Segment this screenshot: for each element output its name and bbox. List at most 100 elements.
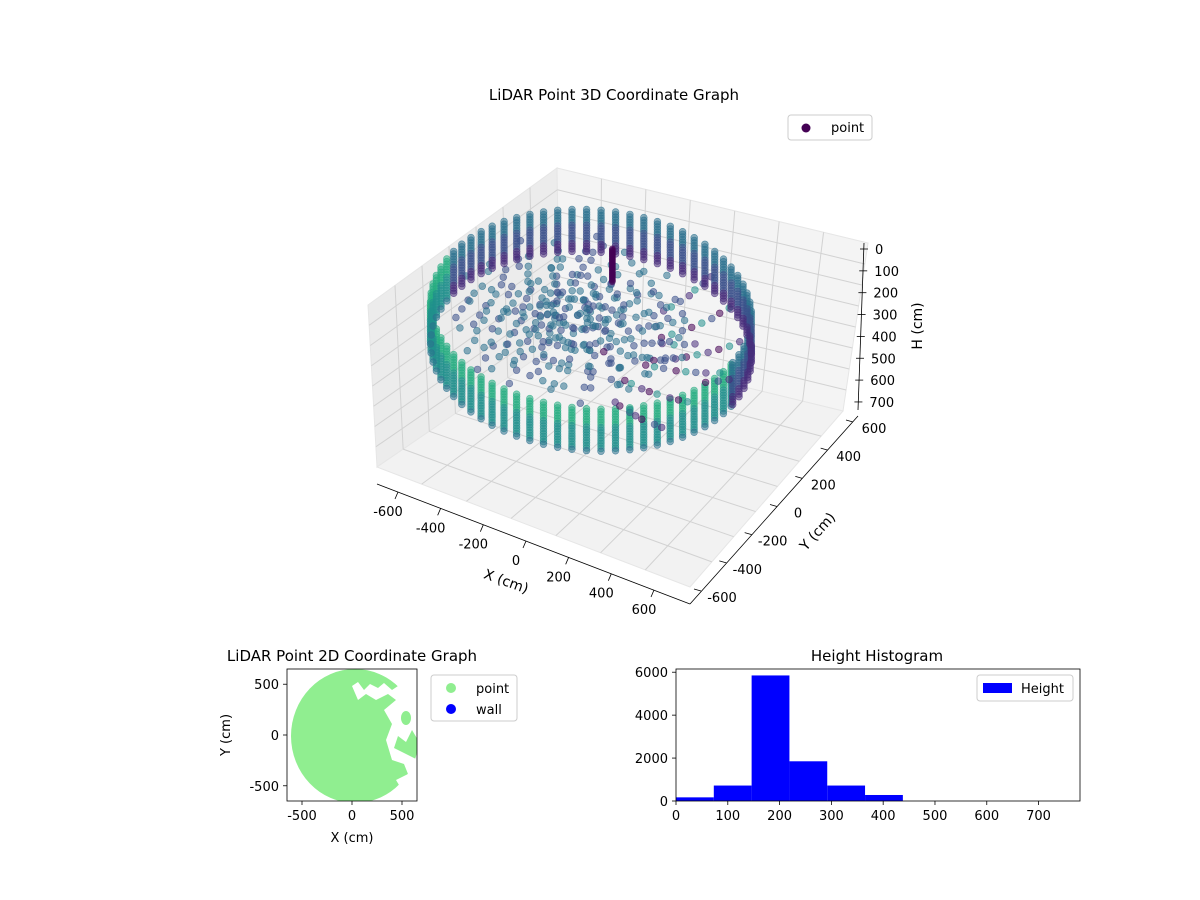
point-3d: [632, 313, 640, 321]
point-3d: [744, 376, 752, 384]
x-tick-label-hist: 600: [974, 809, 999, 824]
point-3d: [470, 320, 478, 328]
point-3d: [596, 337, 605, 345]
point-3d: [576, 399, 584, 407]
point-3d: [555, 313, 564, 322]
point-3d: [727, 305, 735, 313]
point-3d: [653, 259, 662, 268]
point-3d: [615, 363, 624, 372]
point-3d: [619, 319, 627, 328]
point-3d: [463, 347, 471, 355]
point-3d: [532, 357, 540, 366]
y-tick-3d: [769, 504, 778, 507]
point-3d: [478, 282, 486, 290]
point-3d: [429, 322, 437, 330]
z-tick-label-3d: 400: [872, 330, 897, 345]
point-3d: [516, 347, 524, 356]
point-3d: [549, 308, 558, 316]
x-tick-label-hist: 500: [923, 809, 948, 824]
point-3d: [582, 247, 591, 256]
point-3d: [628, 259, 636, 267]
point-3d: [735, 393, 743, 401]
x-tick-label-2d: 500: [390, 809, 415, 824]
point-3d: [672, 367, 680, 375]
point-3d: [586, 384, 595, 392]
point-3d: [613, 290, 621, 298]
axes-frame-hist: [675, 668, 1081, 802]
point-3d: [616, 380, 624, 388]
point-3d: [553, 288, 561, 296]
point-3d: [587, 281, 595, 289]
point-3d: [511, 307, 520, 315]
point-3d: [560, 382, 568, 390]
point-3d: [427, 349, 435, 357]
histogram-title: Height Histogram: [811, 647, 943, 665]
point-3d: [645, 387, 653, 396]
point-3d: [690, 428, 698, 436]
point-3d: [649, 288, 658, 296]
point-3d: [556, 263, 564, 271]
point-3d: [547, 385, 555, 393]
point-3d: [704, 348, 712, 357]
point-3d: [524, 262, 532, 270]
point-3d: [739, 322, 747, 330]
point-3d: [725, 375, 733, 384]
point-3d: [549, 356, 558, 365]
legend-2d-marker-point: [446, 683, 456, 693]
point-3d: [531, 325, 540, 334]
point-3d: [575, 255, 583, 263]
point-3d: [601, 326, 610, 334]
point-3d: [512, 255, 521, 264]
point-3d: [488, 264, 496, 272]
point-3d: [509, 299, 517, 307]
point-3d: [595, 314, 603, 322]
ticks-2d: -500 0 500 500 0 -500: [249, 678, 414, 824]
point-3d: [675, 334, 683, 342]
point-3d: [702, 369, 710, 377]
point-3d: [586, 362, 594, 371]
point-3d: [504, 340, 512, 348]
y-tick-label-hist: 2000: [635, 752, 668, 767]
y-tick-label-3d: 200: [811, 478, 836, 493]
point-3d: [611, 398, 619, 406]
z-axis-label-3d: H (cm): [910, 302, 926, 349]
point-3d: [551, 280, 559, 288]
z-tick-label-3d: 600: [870, 374, 895, 389]
point-3d: [539, 440, 548, 448]
point-3d: [525, 287, 533, 296]
point-3d: [568, 445, 576, 453]
point-3d: [565, 303, 573, 311]
chart-histogram: Height Histogram 0 100 200 300 400 500 600 7000…: [635, 647, 1081, 824]
point-3d: [645, 322, 653, 330]
y-tick-label-3d: 400: [836, 450, 861, 465]
point-3d: [666, 437, 674, 446]
point-3d: [725, 342, 734, 350]
x-axis-label-2d: X (cm): [331, 831, 374, 846]
point-3d: [589, 248, 597, 257]
point-3d: [627, 379, 635, 388]
legend-2d-label-wall: wall: [476, 703, 502, 718]
x-tick-label-hist: 700: [1026, 809, 1051, 824]
chart-3d-title: LiDAR Point 3D Coordinate Graph: [489, 86, 739, 104]
point-3d: [601, 303, 609, 311]
point-3d: [452, 313, 460, 322]
point-3d: [539, 338, 547, 346]
point-3d: [579, 263, 587, 271]
point-3d: [558, 255, 567, 263]
point-3d: [740, 384, 748, 393]
point-3d: [597, 248, 605, 257]
point-3d: [477, 269, 485, 278]
point-3d: [505, 379, 514, 388]
point-3d: [641, 370, 649, 378]
point-3d: [458, 305, 466, 313]
point-3d: [608, 306, 616, 314]
point-3d: [555, 333, 563, 341]
point-3d: [487, 299, 495, 307]
point-3d: [580, 383, 588, 391]
point-3d: [719, 297, 728, 305]
x-tick-3d: [650, 589, 655, 598]
grid-floor-x: [600, 390, 763, 554]
point-3d: [553, 297, 561, 305]
point-3d: [509, 360, 518, 369]
